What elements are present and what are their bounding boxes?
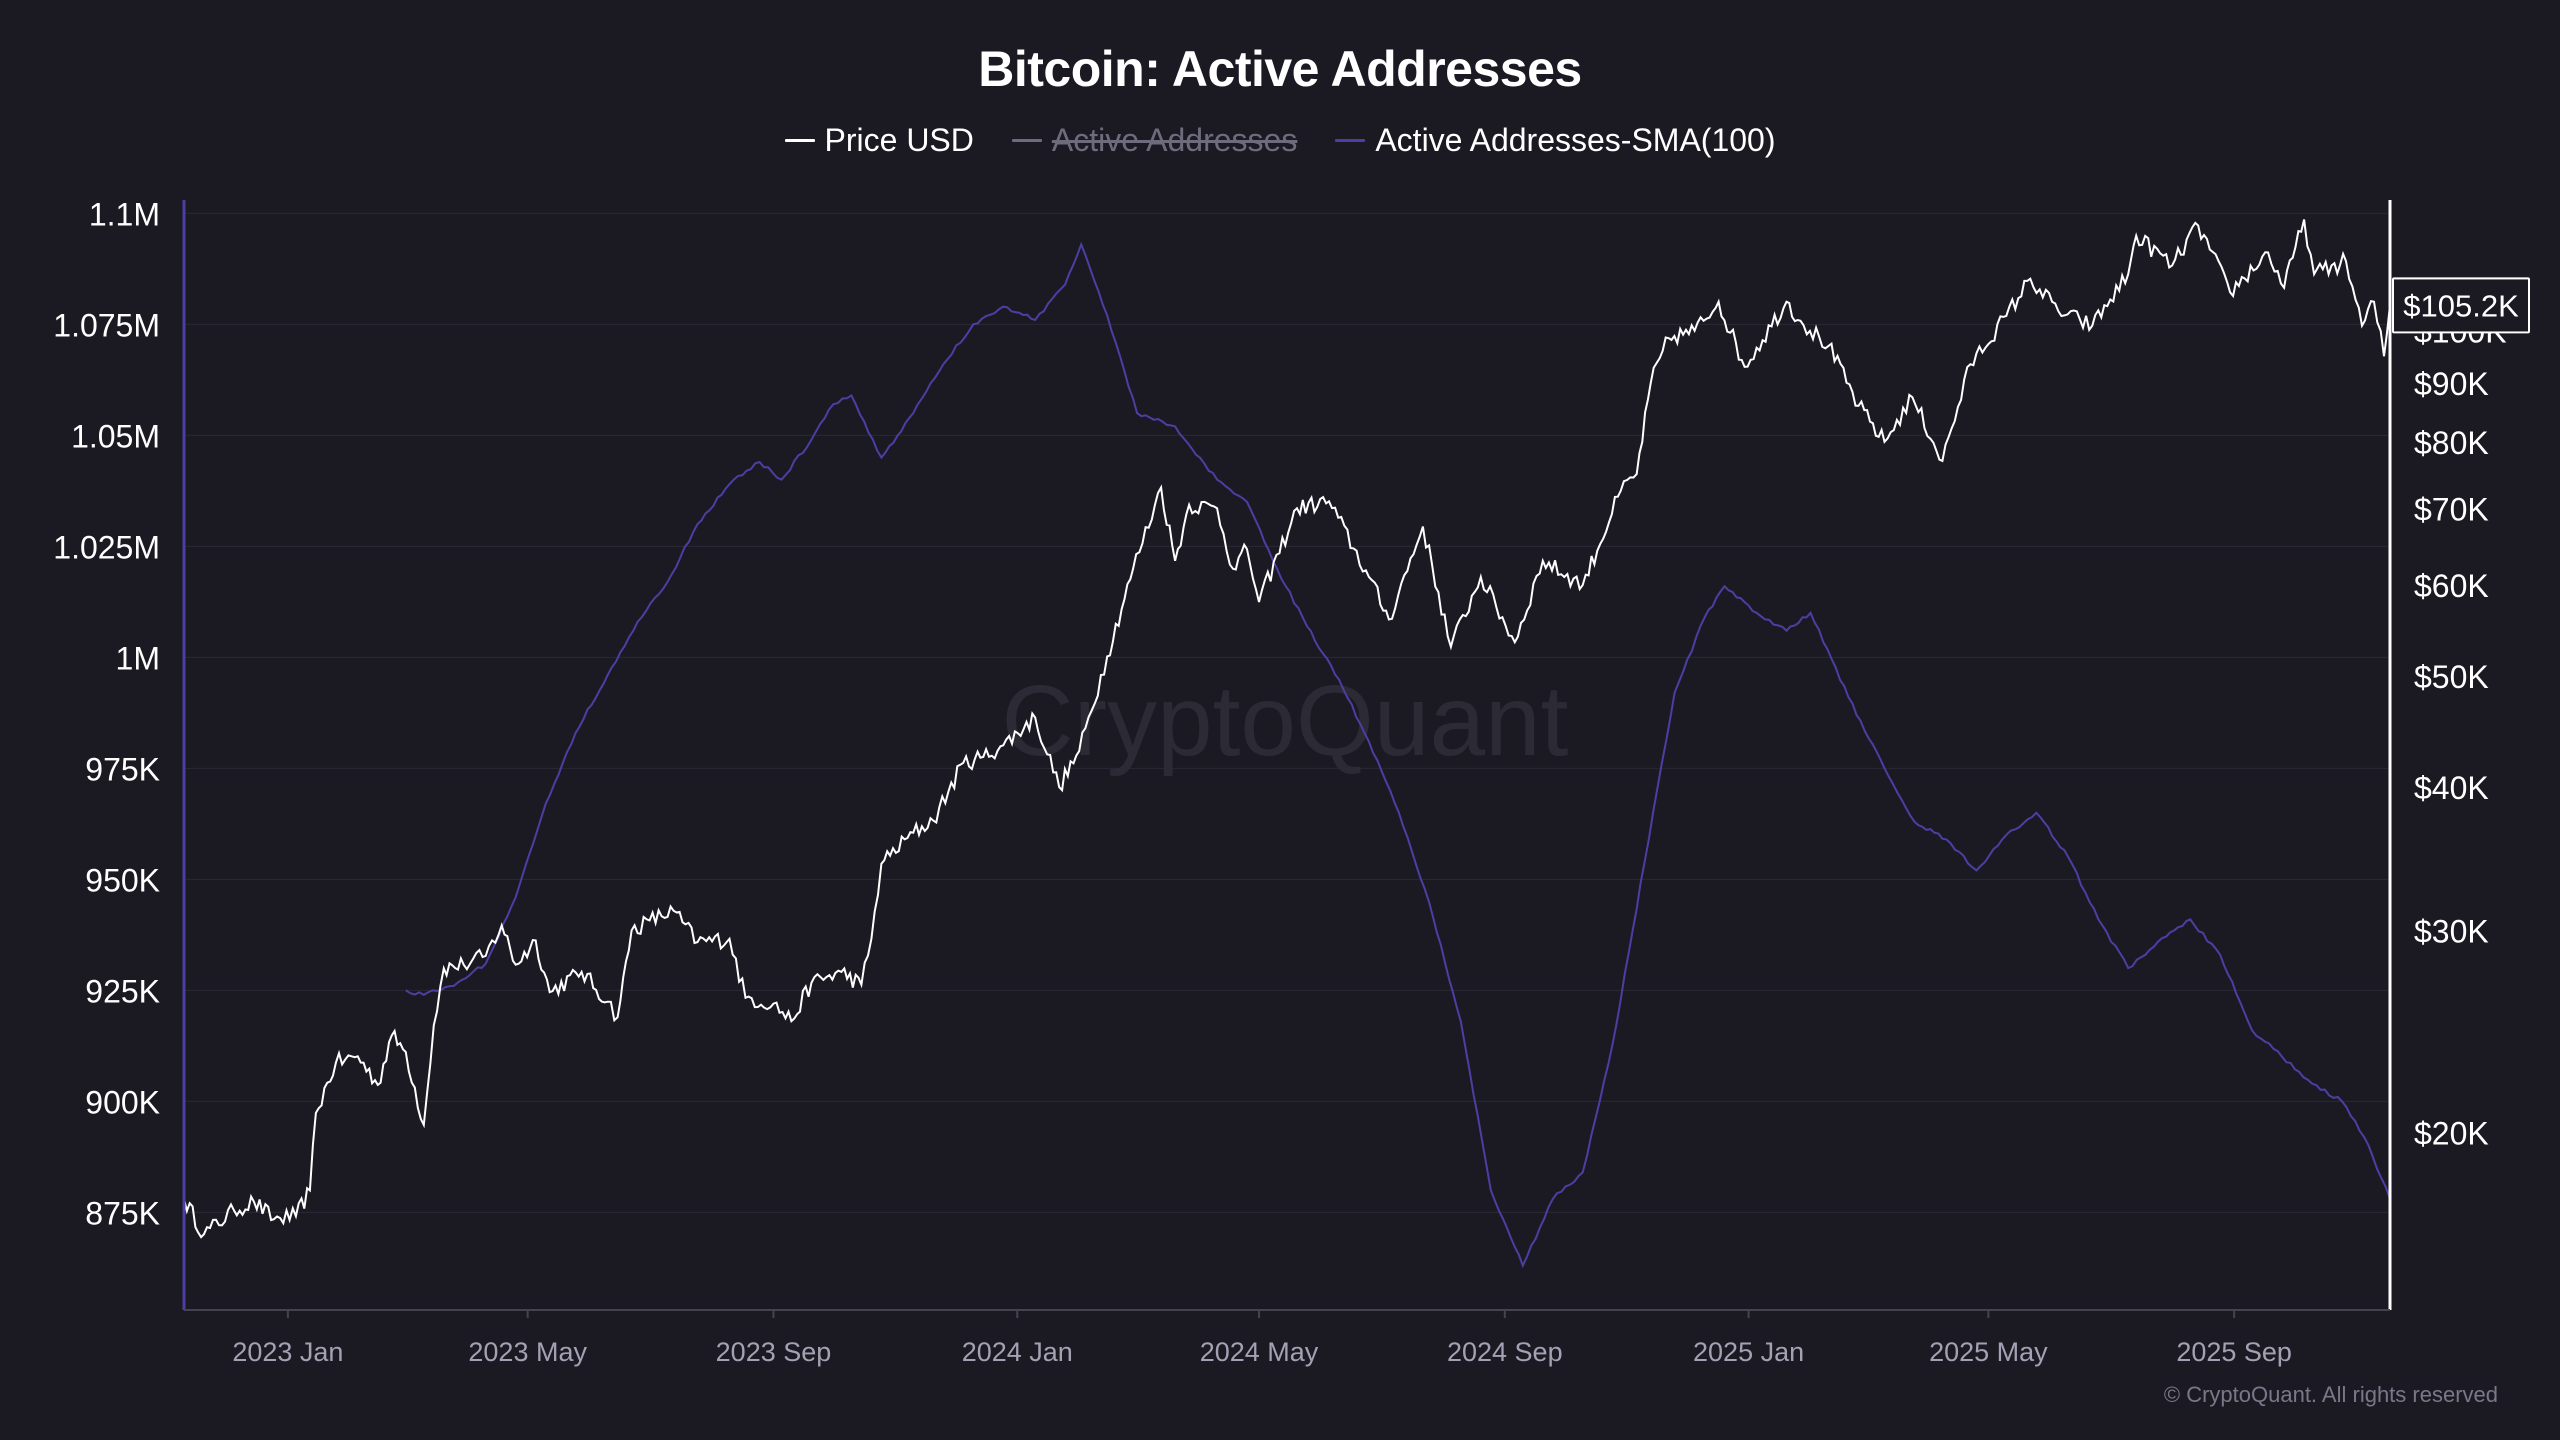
- legend-swatch-price: [784, 139, 815, 142]
- left-axis-ticks: 1.1M 1.075M 1.05M 1.025M 1M 975K 950K 925K 900K 8…: [53, 196, 160, 1231]
- left-tick-label: 925K: [85, 973, 160, 1009]
- right-tick-label: $50K: [2414, 659, 2489, 695]
- x-tick-label: 2023 Sep: [716, 1337, 832, 1367]
- x-tick-label: 2025 Jan: [1693, 1337, 1804, 1367]
- sma-series-line: [405, 241, 2391, 1269]
- right-tick-label: $70K: [2414, 491, 2489, 527]
- last-value-inner: [2394, 279, 2528, 332]
- legend-item-active-addresses[interactable]: Active Addresses: [1011, 122, 1298, 159]
- legend-label-sma: Active Addresses-SMA(100): [1375, 122, 1776, 158]
- legend-label-price: Price USD: [824, 122, 974, 158]
- x-tick-label: 2024 May: [1200, 1337, 1319, 1367]
- last-value-badge: $105.2K: [2392, 277, 2530, 334]
- right-tick-label: $20K: [2414, 1115, 2489, 1151]
- left-tick-label: 1.1M: [89, 196, 160, 232]
- legend-item-sma[interactable]: Active Addresses-SMA(100): [1335, 122, 1775, 159]
- right-tick-label: $30K: [2414, 913, 2489, 949]
- left-tick-label: 950K: [85, 862, 160, 898]
- x-tick-label: 2024 Sep: [1447, 1337, 1563, 1367]
- left-tick-label: 900K: [85, 1084, 160, 1120]
- x-tick-label: 2024 Jan: [962, 1337, 1073, 1367]
- chart-title: Bitcoin: Active Addresses: [978, 41, 1582, 97]
- legend-swatch-active-addresses: [1011, 139, 1042, 142]
- legend-item-price[interactable]: Price USD: [784, 122, 974, 159]
- legend: Price USD Active Addresses Active Addres…: [0, 122, 2560, 159]
- x-tick-label: 2025 Sep: [2176, 1337, 2292, 1367]
- x-tick-label: 2023 May: [468, 1337, 587, 1367]
- legend-label-active-addresses: Active Addresses: [1051, 122, 1298, 158]
- legend-swatch-sma: [1335, 139, 1366, 142]
- left-tick-label: 1.025M: [53, 529, 160, 565]
- right-tick-label: $80K: [2414, 425, 2489, 461]
- last-value-label: $105.2K: [2403, 288, 2519, 323]
- left-tick-label: 875K: [85, 1195, 160, 1231]
- grid-lines: [184, 212, 2390, 1213]
- x-tick-label: 2023 Jan: [232, 1337, 343, 1367]
- left-tick-label: 1.05M: [71, 418, 160, 454]
- right-axis-ticks: $100K$90K$80K$70K$60K$50K$40K$30K$20K: [2414, 314, 2507, 1152]
- left-tick-label: 1.075M: [53, 307, 160, 343]
- left-tick-label: 1M: [116, 640, 160, 676]
- right-tick-label: $90K: [2414, 366, 2489, 402]
- price-series-line: [183, 219, 2391, 1239]
- copyright-text: © CryptoQuant. All rights reserved: [2163, 1382, 2498, 1407]
- x-tick-label: 2025 May: [1929, 1337, 2048, 1367]
- right-tick-label: $60K: [2414, 568, 2489, 604]
- x-axis-ticks: 2023 Jan 2023 May 2023 Sep 2024 Jan 2024 May…: [232, 1310, 2292, 1367]
- watermark: CryptoQuant: [1002, 665, 1569, 777]
- left-tick-label: 975K: [85, 751, 160, 787]
- right-tick-label: $40K: [2414, 770, 2489, 806]
